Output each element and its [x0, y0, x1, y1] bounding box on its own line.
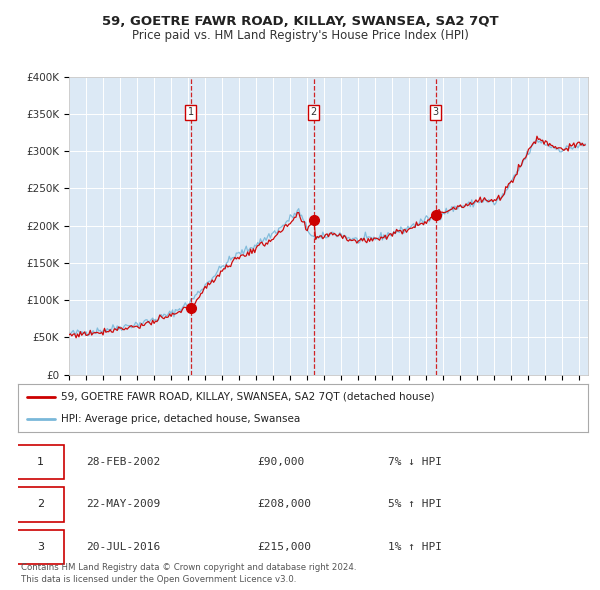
Text: 59, GOETRE FAWR ROAD, KILLAY, SWANSEA, SA2 7QT: 59, GOETRE FAWR ROAD, KILLAY, SWANSEA, S… — [101, 15, 499, 28]
Text: 1: 1 — [188, 107, 194, 117]
Text: HPI: Average price, detached house, Swansea: HPI: Average price, detached house, Swan… — [61, 414, 300, 424]
FancyBboxPatch shape — [17, 487, 64, 522]
Text: £215,000: £215,000 — [257, 542, 311, 552]
Text: £90,000: £90,000 — [257, 457, 305, 467]
Text: 1: 1 — [37, 457, 44, 467]
Text: 20-JUL-2016: 20-JUL-2016 — [86, 542, 161, 552]
Text: 3: 3 — [433, 107, 439, 117]
Text: Price paid vs. HM Land Registry's House Price Index (HPI): Price paid vs. HM Land Registry's House … — [131, 29, 469, 42]
Text: £208,000: £208,000 — [257, 500, 311, 509]
Text: 22-MAY-2009: 22-MAY-2009 — [86, 500, 161, 509]
Text: This data is licensed under the Open Government Licence v3.0.: This data is licensed under the Open Gov… — [21, 575, 296, 584]
Text: Contains HM Land Registry data © Crown copyright and database right 2024.: Contains HM Land Registry data © Crown c… — [21, 563, 356, 572]
Text: 2: 2 — [37, 500, 44, 509]
FancyBboxPatch shape — [17, 530, 64, 564]
Text: 2: 2 — [311, 107, 317, 117]
Text: 7% ↓ HPI: 7% ↓ HPI — [389, 457, 443, 467]
FancyBboxPatch shape — [17, 445, 64, 479]
Text: 1% ↑ HPI: 1% ↑ HPI — [389, 542, 443, 552]
Text: 5% ↑ HPI: 5% ↑ HPI — [389, 500, 443, 509]
Text: 3: 3 — [37, 542, 44, 552]
Text: 59, GOETRE FAWR ROAD, KILLAY, SWANSEA, SA2 7QT (detached house): 59, GOETRE FAWR ROAD, KILLAY, SWANSEA, S… — [61, 392, 434, 402]
Text: 28-FEB-2002: 28-FEB-2002 — [86, 457, 161, 467]
